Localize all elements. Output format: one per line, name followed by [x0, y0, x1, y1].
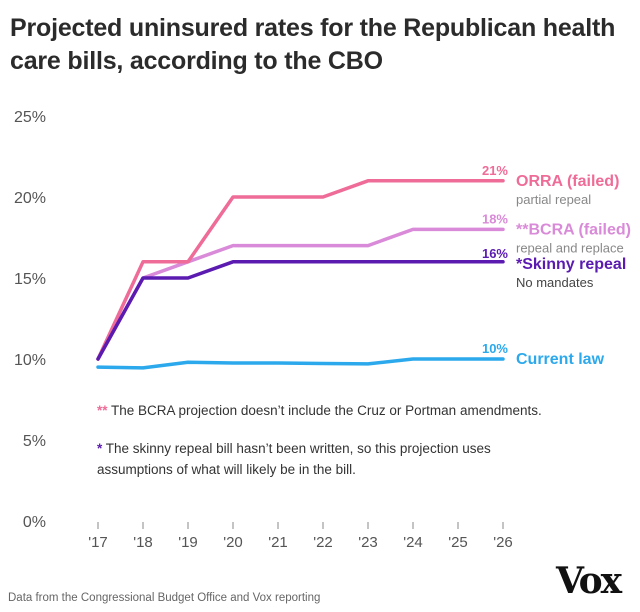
series-name-bcra: **BCRA (failed) [516, 221, 631, 238]
chart-title: Projected uninsured rates for the Republ… [10, 14, 616, 75]
skinny-footnote-marker: * [97, 441, 103, 456]
x-tick-label: '22 [313, 534, 333, 551]
series-line-bcra [96, 227, 505, 361]
skinny-footnote-text: The skinny repeal bill hasn’t been writt… [97, 441, 491, 477]
skinny-footnote: * The skinny repeal bill hasn’t been wri… [97, 438, 537, 480]
end-value-skinny: 16% [482, 246, 508, 261]
end-value-current: 10% [482, 341, 508, 356]
series-labels: 21% ORRA (failed) partial repeal 18% **BCRA … [482, 163, 631, 368]
x-tick-label: '23 [358, 534, 378, 551]
series-sublabel-orra: partial repeal [516, 192, 591, 207]
end-value-orra: 21% [482, 163, 508, 178]
x-tick-label: '21 [268, 534, 288, 551]
x-tick-label: '17 [88, 534, 108, 551]
y-tick-label: 20% [14, 190, 46, 207]
x-tick-label: '24 [403, 534, 423, 551]
y-tick-label: 5% [23, 433, 46, 450]
y-tick-label: 10% [14, 352, 46, 369]
source-note: Data from the Congressional Budget Offic… [8, 592, 321, 604]
y-axis: 0% 5% 10% 15% 20% 25% [14, 109, 46, 531]
x-tick-label: '20 [223, 534, 243, 551]
x-tick-label: '18 [133, 534, 153, 551]
bcra-footnote: ** The BCRA projection doesn’t include t… [97, 400, 542, 421]
y-tick-label: 25% [14, 109, 46, 126]
vox-logo: Vox [556, 560, 622, 602]
series-sublabel-skinny: No mandates [516, 275, 594, 290]
series-line-orra [96, 179, 505, 361]
bcra-footnote-text: The BCRA projection doesn’t include the … [107, 403, 542, 418]
series-name-orra: ORRA (failed) [516, 173, 619, 190]
x-tick-label: '25 [448, 534, 468, 551]
series-lines [96, 179, 505, 370]
y-tick-label: 0% [23, 514, 46, 531]
series-sublabel-bcra: repeal and replace [516, 240, 624, 255]
y-tick-label: 15% [14, 271, 46, 288]
end-value-bcra: 18% [482, 211, 508, 226]
x-tick-label: '19 [178, 534, 198, 551]
series-name-current: Current law [516, 351, 605, 368]
x-tick-label: '26 [493, 534, 513, 551]
series-line-skinny [96, 260, 505, 361]
series-name-skinny: *Skinny repeal [516, 256, 626, 273]
bcra-footnote-marker: ** [97, 403, 108, 418]
x-axis: '17 '18 '19 '20 '21 '22 '23 '24 '25 '26 [88, 522, 513, 551]
series-line-current [96, 357, 505, 370]
